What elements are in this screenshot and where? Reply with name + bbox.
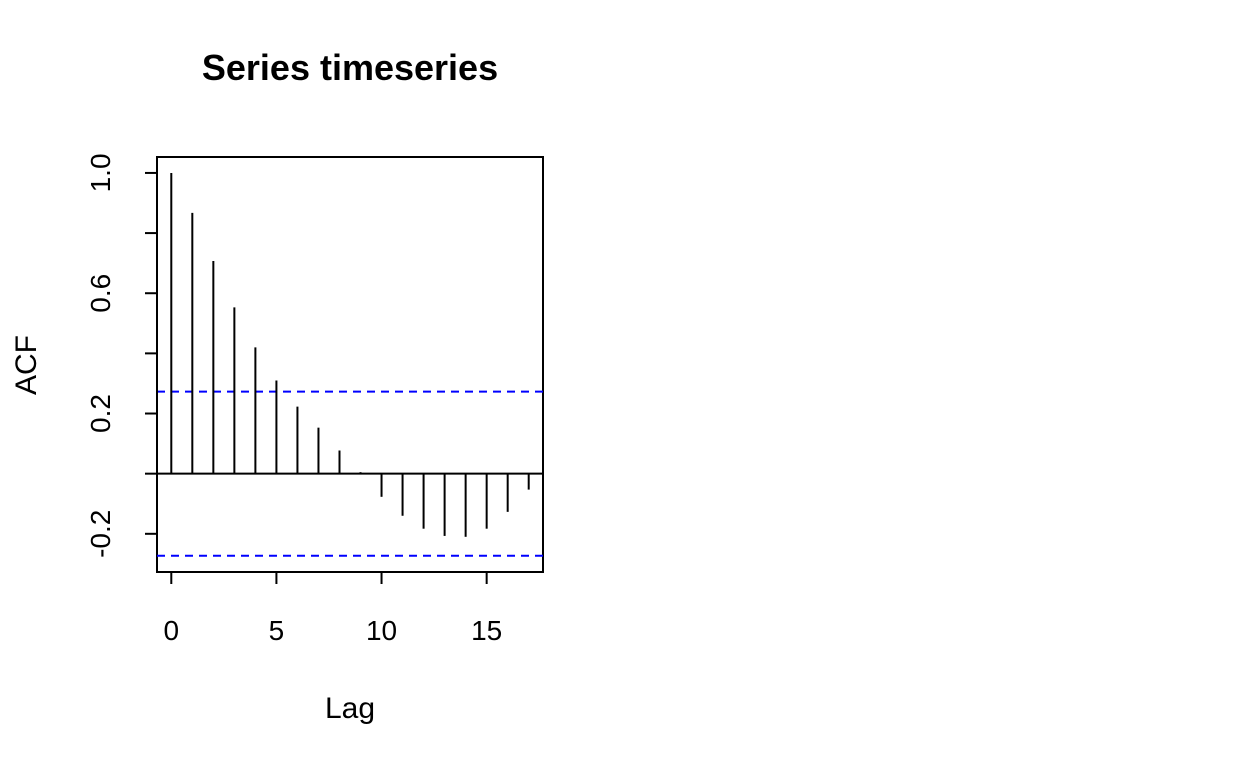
x-axis-label: Lag: [325, 692, 375, 725]
x-tick-label: 10: [366, 615, 397, 646]
y-tick-label: -0.2: [85, 510, 116, 558]
y-tick-label: 0.6: [85, 274, 116, 313]
x-tick-label: 15: [471, 615, 502, 646]
y-axis-label: ACF: [10, 335, 43, 395]
plot-area: 0 5 10 15 -0.2 0.2 0.6 1.0: [85, 153, 544, 646]
y-tick-label: 1.0: [85, 153, 116, 192]
x-tick-label: 5: [269, 615, 285, 646]
y-tick-label: 0.2: [85, 394, 116, 433]
chart-title: Series timeseries: [202, 47, 498, 88]
x-tick-label: 0: [164, 615, 180, 646]
